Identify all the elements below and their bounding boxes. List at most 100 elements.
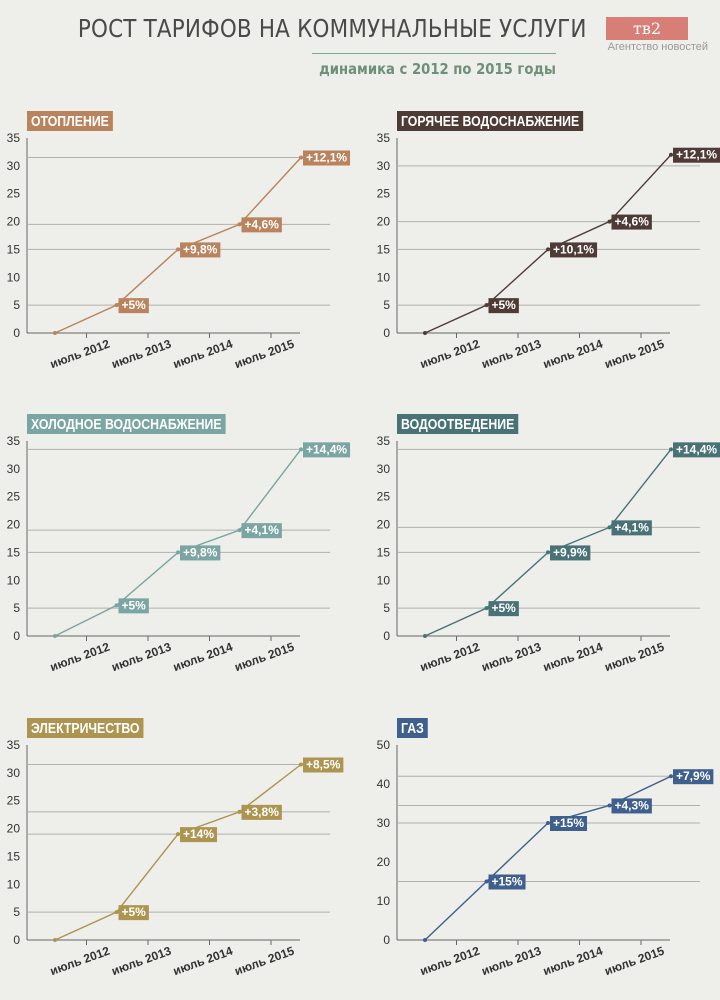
x-tick-label: июль 2015: [233, 337, 297, 372]
data-label: +15%: [553, 816, 584, 830]
data-point: [114, 303, 119, 308]
chart-title-background: [27, 718, 144, 738]
page-subtitle: динамика с 2012 по 2015 годы: [319, 60, 556, 78]
x-tick-label: июль 2015: [603, 640, 667, 675]
x-tick-label: июль 2012: [48, 640, 112, 675]
y-tick-label: 25: [377, 490, 391, 504]
x-tick-label: июль 2012: [418, 337, 482, 372]
data-label-background: [303, 150, 351, 166]
x-tick-label: июль 2013: [110, 640, 174, 675]
x-tick-label: июль 2015: [233, 640, 297, 675]
y-tick-label: 10: [377, 270, 391, 284]
y-tick-label: 30: [7, 159, 21, 173]
data-label: +4,6%: [615, 215, 650, 229]
data-point: [176, 247, 180, 252]
data-point: [423, 634, 427, 638]
data-point: [114, 910, 119, 915]
data-label: +14,4%: [306, 442, 347, 456]
x-tick-label: июль 2013: [110, 337, 174, 372]
data-label: +5%: [122, 905, 147, 919]
x-tick-label: июль 2012: [418, 640, 482, 675]
data-label-background: [611, 798, 652, 814]
chart-2: ГОРЯЧЕЕ ВОДОСНАБЖЕНИЕ 0 5 10 15 20 25 30 35 июль …: [377, 111, 720, 371]
data-label: +5%: [122, 298, 147, 312]
y-tick-label: 40: [377, 777, 391, 791]
y-tick-label: 0: [383, 629, 390, 643]
data-label: +3,8%: [245, 805, 280, 819]
data-label-background: [180, 545, 221, 561]
data-label-background: [118, 598, 149, 614]
y-tick-label: 10: [377, 894, 391, 908]
data-label-background: [241, 523, 282, 539]
y-tick-label: 5: [13, 601, 20, 615]
data-label-background: [488, 298, 519, 314]
data-label: +15%: [492, 875, 523, 889]
x-tick-label: июль 2013: [480, 944, 544, 979]
y-tick-label: 0: [383, 326, 390, 340]
y-tick-label: 15: [7, 849, 21, 863]
x-tick-label: июль 2013: [480, 337, 544, 372]
y-tick-label: 25: [377, 187, 391, 201]
data-label: +14%: [183, 827, 214, 841]
data-label-background: [488, 601, 519, 617]
y-tick-label: 25: [7, 187, 21, 201]
data-point: [299, 155, 303, 160]
data-point: [237, 528, 242, 533]
data-point: [237, 809, 242, 814]
chart-title: ЭЛЕКТРИЧЕСТВО: [31, 720, 140, 736]
data-point: [484, 879, 489, 884]
x-tick-label: июль 2013: [110, 944, 174, 979]
chart-3: ХОЛОДНОЕ ВОДОСНАБЖЕНИЕ 0 5 10 15 20 25 30 35 июль…: [7, 414, 351, 675]
data-point: [546, 247, 550, 252]
y-tick-label: 0: [13, 326, 20, 340]
x-tick-label: июль 2013: [480, 640, 544, 675]
x-tick-label: июль 2015: [603, 944, 667, 979]
data-label: +5%: [122, 598, 147, 612]
y-tick-label: 5: [13, 298, 20, 312]
chart-title-background: [397, 718, 428, 738]
y-tick-label: 20: [377, 215, 391, 229]
data-label: +10,1%: [553, 242, 594, 256]
data-point: [546, 550, 550, 555]
y-tick-label: 20: [7, 822, 21, 836]
data-point: [114, 603, 119, 608]
y-tick-label: 5: [13, 905, 20, 919]
data-label-background: [550, 816, 588, 831]
series-line: [54, 157, 302, 334]
data-label: +4,6%: [245, 217, 280, 231]
y-tick-label: 20: [7, 518, 21, 532]
data-label: +12,1%: [676, 148, 717, 162]
chart-title: ГАЗ: [401, 720, 424, 736]
logo: тв2: [606, 17, 688, 40]
data-label-background: [611, 520, 652, 536]
y-tick-label: 35: [377, 131, 391, 145]
data-point: [237, 222, 242, 227]
page-title: РОСТ ТАРИФОВ НА КОММУНАЛЬНЫЕ УСЛУГИ: [77, 14, 587, 43]
data-label-background: [611, 214, 652, 230]
data-point: [484, 606, 489, 611]
y-tick-label: 10: [377, 573, 391, 587]
y-tick-label: 0: [383, 933, 390, 947]
data-label-background: [550, 545, 591, 561]
x-tick-label: июль 2015: [233, 944, 297, 979]
y-tick-label: 35: [377, 434, 391, 448]
data-label-background: [673, 442, 720, 458]
data-point: [423, 331, 427, 335]
data-label: +5%: [492, 601, 517, 615]
series-line: [424, 154, 672, 334]
y-tick-label: 0: [13, 629, 20, 643]
y-tick-label: 5: [383, 601, 390, 615]
y-tick-label: 25: [7, 794, 21, 808]
data-label: +9,8%: [183, 242, 218, 256]
y-tick-label: 15: [7, 545, 21, 559]
data-label: +14,4%: [676, 442, 717, 456]
data-label: +5%: [492, 298, 517, 312]
data-label: +4,1%: [615, 520, 650, 534]
data-point: [53, 634, 57, 638]
data-label: +7,9%: [676, 769, 711, 783]
